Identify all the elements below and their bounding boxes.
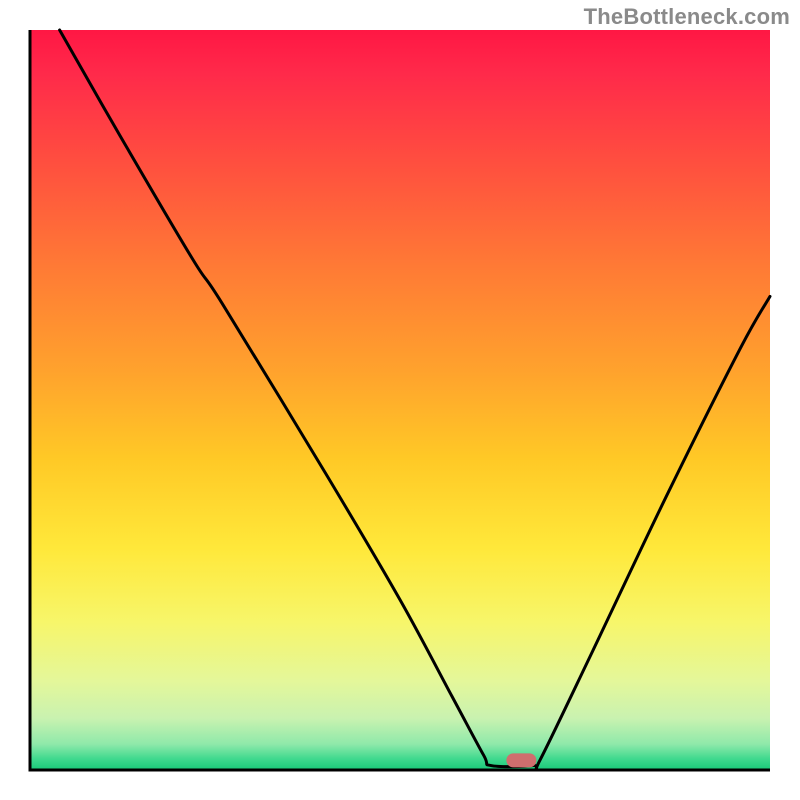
chart-container: TheBottleneck.com	[0, 0, 800, 800]
chart-background-gradient	[30, 30, 770, 770]
optimal-marker	[506, 753, 536, 767]
bottleneck-chart	[0, 0, 800, 800]
